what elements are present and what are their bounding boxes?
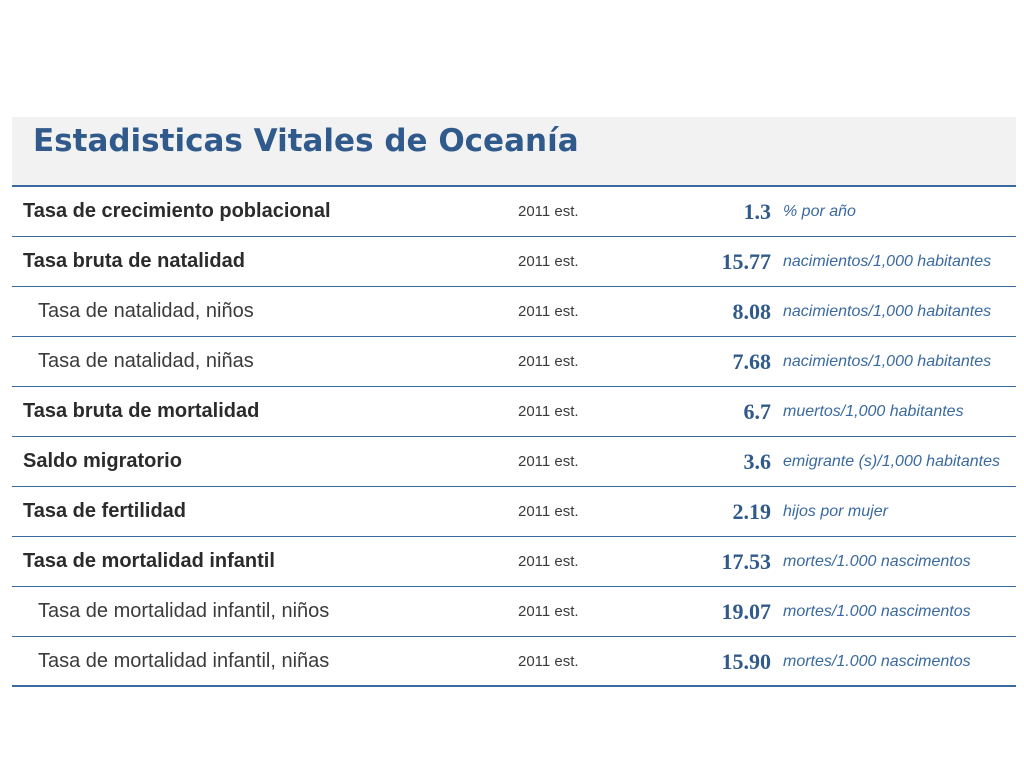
row-label: Tasa de natalidad, niños <box>38 300 254 322</box>
table-body: Tasa de crecimiento poblacional 2011 est… <box>12 187 1016 687</box>
row-year: 2011 est. <box>518 653 579 670</box>
table-row: Tasa de mortalidad infantil, niños 2011 … <box>12 587 1016 637</box>
row-value: 15.77 <box>721 249 772 274</box>
row-label: Tasa de mortalidad infantil, niños <box>38 600 330 622</box>
table-row: Saldo migratorio 2011 est. 3.6 emigrante… <box>12 437 1016 487</box>
row-unit: hijos por mujer <box>783 503 888 520</box>
row-year: 2011 est. <box>518 403 579 420</box>
row-value: 6.7 <box>743 399 772 424</box>
row-unit: mortes/1.000 nascimentos <box>783 603 971 620</box>
row-value: 17.53 <box>721 549 772 574</box>
table-row: Tasa de mortalidad infantil, niñas 2011 … <box>12 637 1016 687</box>
row-year: 2011 est. <box>518 303 579 320</box>
row-value: 8.08 <box>732 299 772 324</box>
page-title: Estadisticas Vitales de Oceanía <box>33 123 579 159</box>
row-label: Tasa bruta de mortalidad <box>23 400 260 422</box>
row-unit: nacimientos/1,000 habitantes <box>783 303 992 320</box>
row-value: 7.68 <box>732 349 772 374</box>
table-row: Tasa bruta de natalidad 2011 est. 15.77 … <box>12 237 1016 287</box>
row-year: 2011 est. <box>518 553 579 570</box>
row-value: 2.19 <box>732 499 772 524</box>
table-row: Tasa de natalidad, niños 2011 est. 8.08 … <box>12 287 1016 337</box>
row-value: 3.6 <box>743 449 772 474</box>
table-row: Tasa de natalidad, niñas 2011 est. 7.68 … <box>12 337 1016 387</box>
row-year: 2011 est. <box>518 503 579 520</box>
row-year: 2011 est. <box>518 203 579 220</box>
row-value: 19.07 <box>721 599 772 624</box>
row-year: 2011 est. <box>518 603 579 620</box>
row-year: 2011 est. <box>518 253 579 270</box>
row-unit: mortes/1.000 nascimentos <box>783 653 971 670</box>
row-year: 2011 est. <box>518 453 579 470</box>
row-unit: emigrante (s)/1,000 habitantes <box>783 453 1001 470</box>
row-unit: % por año <box>783 203 856 220</box>
row-unit: nacimientos/1,000 habitantes <box>783 253 992 270</box>
vital-statistics-table: Estadisticas Vitales de Oceanía Tasa de … <box>12 117 1016 687</box>
row-value: 1.3 <box>743 199 772 224</box>
row-label: Tasa de crecimiento poblacional <box>23 200 331 222</box>
row-label: Tasa de natalidad, niñas <box>38 350 254 372</box>
row-unit: nacimientos/1,000 habitantes <box>783 353 992 370</box>
row-label: Tasa de fertilidad <box>23 500 187 522</box>
row-label: Tasa bruta de natalidad <box>23 250 245 272</box>
row-unit: muertos/1,000 habitantes <box>783 403 964 420</box>
row-label: Saldo migratorio <box>23 450 182 472</box>
row-label: Tasa de mortalidad infantil <box>23 550 275 572</box>
table-row: Tasa bruta de mortalidad 2011 est. 6.7 m… <box>12 387 1016 437</box>
table-row: Tasa de crecimiento poblacional 2011 est… <box>12 187 1016 237</box>
row-value: 15.90 <box>721 649 772 674</box>
table-row: Tasa de fertilidad 2011 est. 2.19 hijos … <box>12 487 1016 537</box>
row-year: 2011 est. <box>518 353 579 370</box>
table-row: Tasa de mortalidad infantil 2011 est. 17… <box>12 537 1016 587</box>
row-unit: mortes/1.000 nascimentos <box>783 553 971 570</box>
row-label: Tasa de mortalidad infantil, niñas <box>38 650 330 672</box>
table-header: Estadisticas Vitales de Oceanía <box>12 117 1016 187</box>
